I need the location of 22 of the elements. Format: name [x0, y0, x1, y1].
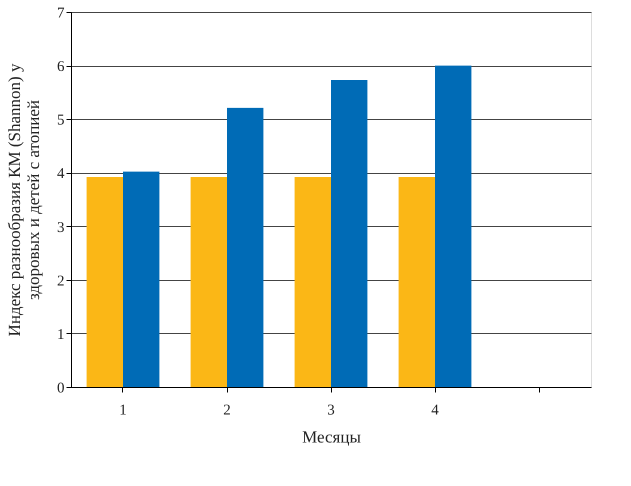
x-tick-label: 4 — [431, 402, 440, 418]
x-tick-label: 2 — [223, 402, 231, 418]
y-tick-label: 3 — [57, 220, 64, 236]
y-axis-title: Индекс разнообразия КМ (Shannon) у здоровых и детей с атопией — [5, 63, 43, 336]
x-axis-title: Месяцы — [302, 428, 362, 446]
bar — [435, 66, 472, 387]
y-tick-label: 2 — [57, 273, 64, 290]
bar — [398, 177, 435, 387]
bar — [294, 177, 331, 387]
y-tick-label: 6 — [57, 59, 65, 76]
bar — [86, 177, 123, 387]
x-tick-label: 1 — [119, 402, 127, 418]
bar — [123, 172, 160, 387]
y-tick-label: 7 — [57, 6, 65, 22]
bar — [331, 80, 368, 387]
y-tick-label: 4 — [57, 166, 65, 182]
bar — [227, 108, 264, 387]
bar — [190, 177, 227, 387]
y-tick-label: 0 — [57, 380, 64, 396]
x-tick-label: 3 — [327, 402, 335, 418]
y-tick-label: 1 — [57, 326, 64, 343]
y-tick-label: 5 — [57, 112, 64, 129]
